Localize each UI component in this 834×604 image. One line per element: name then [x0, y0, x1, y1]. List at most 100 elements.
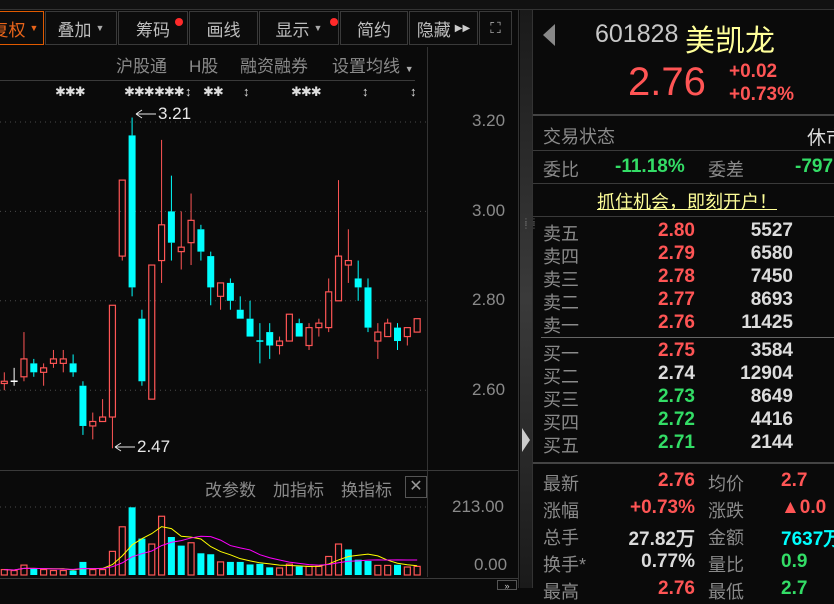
fuquan-button[interactable]: 复权 ▼ [0, 11, 44, 45]
order-level-label: 买四 [543, 413, 579, 433]
event-marker-icon[interactable]: ✱✱ [203, 84, 224, 99]
order-row[interactable]: 买一 2.75 3584 [533, 340, 834, 364]
volume-bar [69, 570, 77, 575]
order-volume: 3584 [750, 340, 793, 361]
stat-label: 量比 [708, 555, 744, 575]
stat-value: 2.76 [658, 470, 695, 491]
candle-body [118, 179, 126, 257]
stat-label: 涨跌 [708, 501, 744, 521]
display-button[interactable]: 显示 ▼ [259, 11, 339, 45]
candle-body [334, 255, 343, 302]
volume-bar [157, 515, 166, 576]
order-row[interactable]: 卖一 2.76 11425 [533, 312, 834, 336]
divider [0, 470, 518, 471]
order-level-label: 买五 [543, 436, 579, 456]
event-marker-icon[interactable]: ✱✱✱ [154, 84, 185, 99]
candle [384, 318, 392, 338]
divider [533, 150, 834, 151]
split-marker-icon[interactable]: ↕ [362, 84, 368, 99]
event-marker-icon[interactable]: ✱✱✱ [124, 84, 155, 99]
order-volume: 11425 [741, 312, 793, 333]
volume-bar [98, 568, 107, 576]
volume-bar [40, 568, 48, 576]
candle [246, 300, 254, 337]
candle-body [374, 331, 382, 342]
kline-chart[interactable]: 3.21 2.47 [0, 0, 520, 588]
order-row[interactable]: 买四 2.72 4416 [533, 409, 834, 433]
candle [98, 399, 107, 423]
order-price: 2.75 [658, 340, 695, 361]
switch-indicator-button[interactable]: 换指标 [341, 481, 392, 500]
add-indicator-button[interactable]: 加指标 [273, 481, 324, 500]
volume-bar [315, 565, 323, 576]
prev-stock-icon[interactable] [543, 24, 555, 46]
candle [354, 260, 362, 301]
stat-label: 金额 [708, 528, 744, 548]
candle-body [49, 358, 58, 364]
chevron-down-icon: ▼ [313, 23, 323, 33]
candle-body [108, 304, 117, 418]
candle-body [89, 420, 97, 427]
open-account-link[interactable]: 抓住机会，即刻开户！ [597, 192, 777, 212]
volume-bar [10, 569, 18, 576]
stats-row: 最新 2.76 均价 2.7 [533, 470, 834, 496]
fullscreen-button[interactable]: ⛶ [479, 11, 512, 45]
draw-line-button[interactable]: 画线 [189, 11, 258, 45]
expand-button[interactable]: » [497, 580, 517, 591]
top-tab-strip [0, 0, 834, 10]
chips-button[interactable]: 筹码 [118, 11, 188, 45]
order-row[interactable]: 卖三 2.78 7450 [533, 266, 834, 290]
candle [364, 278, 372, 333]
candle [59, 349, 67, 373]
volume-bar [384, 564, 392, 576]
stat-label: 最低 [708, 582, 744, 602]
candle [325, 278, 333, 333]
split-marker-icon[interactable]: ↕ [185, 84, 191, 99]
stats-row: 涨幅 +0.73% 涨跌 ▲0.0 [533, 497, 834, 523]
event-marker-icon[interactable]: ✱✱✱ [55, 84, 86, 99]
candle [108, 304, 117, 449]
weicha-label: 委差 [708, 160, 744, 180]
candle-body [325, 291, 333, 329]
volume-bar [305, 565, 313, 576]
candle [275, 336, 284, 355]
order-row[interactable]: 买三 2.73 8649 [533, 386, 834, 410]
fullscreen-icon: ⛶ [490, 19, 501, 37]
candle-body [79, 385, 87, 426]
split-marker-icon[interactable]: ↕ [410, 84, 416, 99]
order-row[interactable]: 卖二 2.77 8693 [533, 289, 834, 313]
simple-button[interactable]: 简约 [340, 11, 408, 45]
order-row[interactable]: 卖四 2.79 6580 [533, 243, 834, 267]
split-marker-icon[interactable]: ↕ [243, 84, 249, 99]
hide-button[interactable]: 隐藏 ▶▶ [409, 11, 478, 45]
draw-line-label: 画线 [206, 20, 241, 40]
price-tick: 3.00 [472, 201, 506, 220]
hk-connect-link[interactable]: 沪股通 [116, 57, 167, 76]
margin-trading-link[interactable]: 融资融券 [240, 57, 308, 76]
quote-panel: 601828 美凯龙 2.76 +0.02 +0.73% 交易状态 休市 委比 … [532, 10, 834, 602]
order-level-label: 卖三 [543, 270, 579, 290]
candle-body [207, 256, 215, 288]
display-label: 显示 [275, 20, 310, 40]
chart-border [427, 47, 428, 577]
close-indicator-button[interactable]: ✕ [405, 476, 427, 498]
candle [216, 282, 225, 310]
order-level-label: 买二 [543, 367, 579, 387]
h-share-link[interactable]: H股 [189, 57, 219, 76]
price-change-pct: +0.73% [729, 84, 794, 105]
order-row[interactable]: 买二 2.74 12904 [533, 363, 834, 387]
set-ma-dropdown[interactable]: 设置均线 ▼ [332, 52, 414, 77]
overlay-button[interactable]: 叠加 ▼ [45, 11, 117, 45]
order-volume: 4416 [750, 409, 793, 430]
order-row[interactable]: 买五 2.71 2144 [533, 432, 834, 456]
volume-bar [216, 561, 225, 576]
event-marker-icon[interactable]: ✱✱✱ [291, 84, 322, 99]
candle [344, 229, 352, 283]
expand-right-icon[interactable] [522, 428, 530, 452]
panel-splitter[interactable]: ⋮⋮ ⋮⋮ [520, 10, 538, 588]
order-level-label: 卖二 [543, 293, 579, 313]
order-row[interactable]: 卖五 2.80 5527 [533, 220, 834, 244]
candle-body [30, 363, 38, 373]
edit-params-button[interactable]: 改参数 [205, 481, 256, 500]
candle-body [394, 327, 401, 342]
